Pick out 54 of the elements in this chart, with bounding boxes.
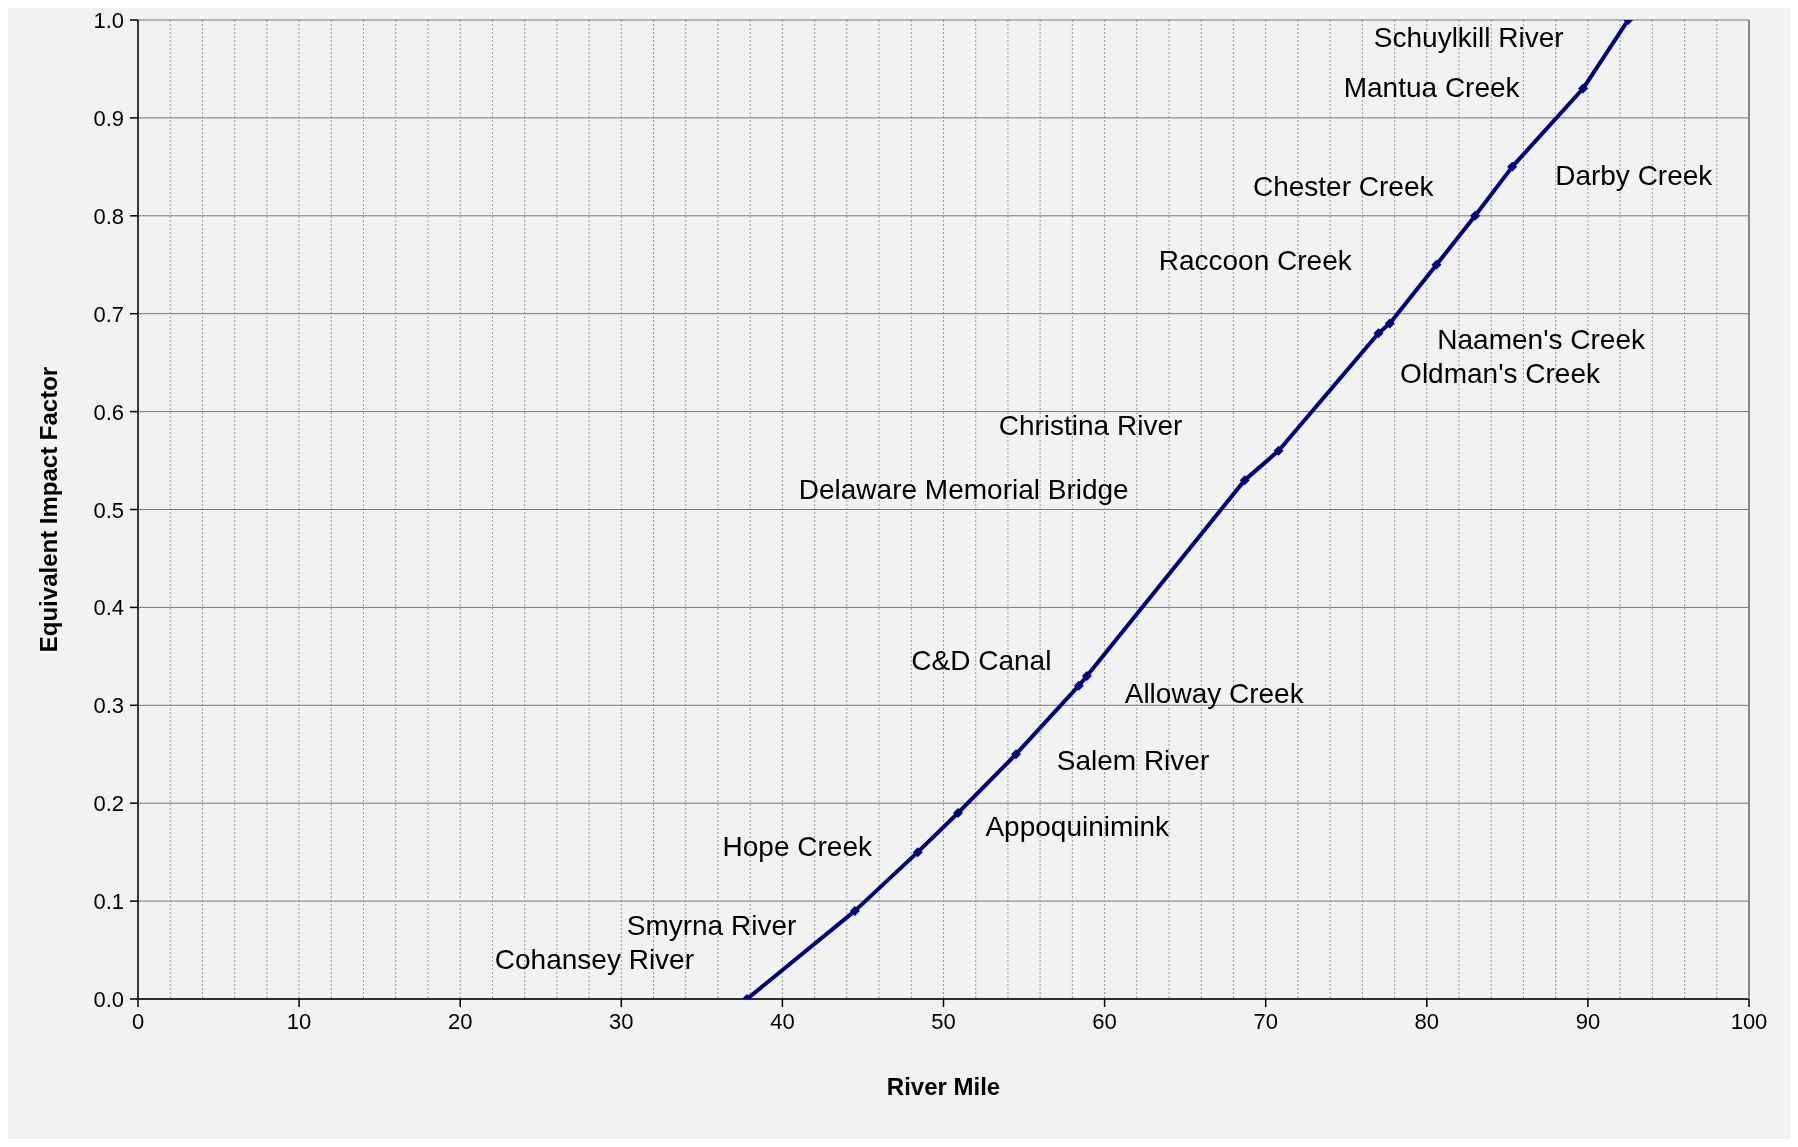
point <box>1578 83 1589 94</box>
x-tick-label: 80 <box>1414 1009 1440 1034</box>
y-axis-title: Equivalent Impact Factor <box>34 366 62 653</box>
x-tick-label: 0 <box>131 1009 145 1034</box>
annotation: Mantua Creek <box>1343 72 1521 104</box>
y-tick-label: 0.6 <box>93 399 124 425</box>
x-tick-label: 90 <box>1575 1009 1601 1034</box>
point <box>1470 210 1481 221</box>
x-tick-label: 60 <box>1092 1009 1117 1034</box>
annotation: Oldman's Creek <box>1400 358 1601 390</box>
y-tick-label: 0.8 <box>93 203 124 229</box>
y-tick-label: 0.1 <box>93 889 124 915</box>
x-tick-label: 30 <box>609 1009 634 1034</box>
point <box>1273 445 1284 456</box>
annotation: Alloway Creek <box>1124 678 1305 710</box>
x-tick-label: 20 <box>447 1009 473 1034</box>
point <box>1081 670 1092 681</box>
point <box>1431 259 1442 270</box>
annotation: Schuylkill River <box>1373 22 1564 54</box>
y-tick-label: 0.7 <box>93 301 124 327</box>
y-tick-label: 1.0 <box>93 8 124 33</box>
annotation: Chester Creek <box>1252 170 1435 202</box>
x-axis-title: River Mile <box>886 1073 1001 1100</box>
point <box>1373 328 1384 339</box>
annotation: Appoquinimink <box>985 810 1171 842</box>
point <box>912 847 923 858</box>
point <box>1239 475 1250 486</box>
point <box>1011 749 1021 760</box>
y-tick-label: 0.9 <box>93 105 124 131</box>
point <box>1073 680 1084 691</box>
annotation: Salem River <box>1056 744 1210 776</box>
x-tick-label: 70 <box>1253 1009 1278 1034</box>
annotation: Raccoon Creek <box>1158 245 1353 277</box>
point <box>1507 161 1518 172</box>
annotation: Cohansey River <box>494 943 695 975</box>
x-tick-label: 40 <box>770 1009 795 1034</box>
annotation: Smyrna River <box>626 909 797 941</box>
point <box>953 807 963 818</box>
point <box>849 905 860 916</box>
annotation: Delaware Memorial Bridge <box>798 474 1129 506</box>
point <box>1384 318 1395 329</box>
x-tick-label: 50 <box>931 1009 956 1034</box>
y-tick-label: 0.4 <box>93 595 124 621</box>
x-tick-label: 100 <box>1730 1009 1768 1034</box>
y-tick-label: 0.5 <box>93 497 124 523</box>
annotation: Naamen's Creek <box>1437 324 1646 356</box>
annotation: Darby Creek <box>1555 159 1714 191</box>
annotation: Christina River <box>998 410 1183 442</box>
annotation: Hope Creek <box>722 831 873 863</box>
y-tick-label: 0.3 <box>93 693 124 719</box>
annotation: C&D Canal <box>911 645 1052 677</box>
x-tick-label: 10 <box>286 1009 312 1034</box>
y-tick-label: 0.2 <box>93 791 124 817</box>
y-tick-label: 0.0 <box>93 987 124 1012</box>
